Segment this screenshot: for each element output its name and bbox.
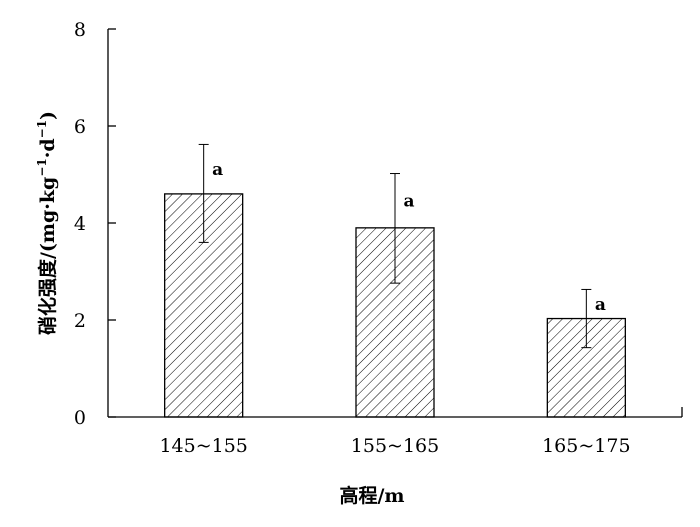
- x-tick-label: 145~155: [159, 435, 247, 457]
- y-axis-title-sup1: −1: [35, 158, 49, 176]
- x-tick-label: 165~175: [542, 435, 630, 457]
- x-tick-label: 155~165: [351, 435, 439, 457]
- y-axis-title: 硝化强度/(mg·kg−1·d−1): [35, 111, 59, 335]
- significance-label: a: [403, 192, 414, 212]
- y-tick-label: 2: [74, 310, 86, 332]
- y-axis-title-suffix: ): [37, 111, 59, 120]
- significance-label: a: [595, 295, 606, 315]
- x-axis-title: 高程/m: [339, 484, 404, 507]
- y-tick-label: 0: [74, 407, 86, 429]
- y-tick-label: 8: [74, 19, 86, 41]
- y-axis-title-sup2: −1: [35, 120, 49, 138]
- y-tick-label: 6: [74, 116, 86, 138]
- y-axis-title-middle: ·d: [37, 138, 59, 158]
- plot-area: 0 2 4 6 8 a 145~155 a 155~165 a 165~175: [74, 19, 631, 457]
- y-tick-label: 4: [74, 213, 86, 235]
- y-axis-title-prefix: 硝化强度/(mg·kg: [36, 177, 59, 335]
- significance-label: a: [212, 160, 223, 180]
